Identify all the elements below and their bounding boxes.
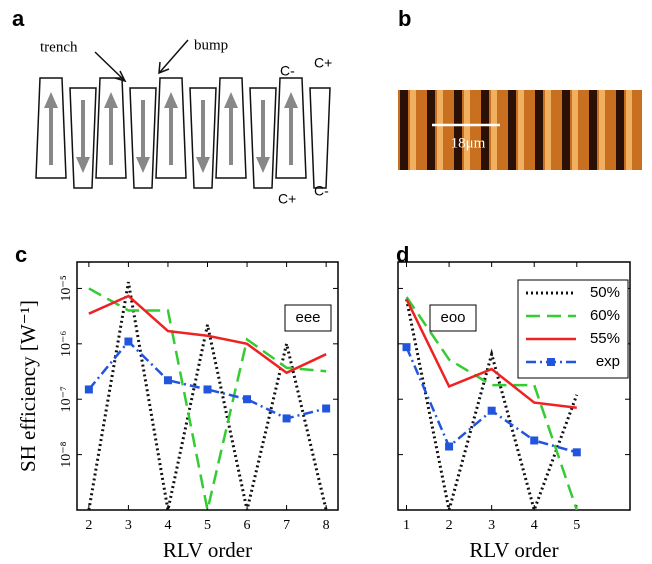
x-tick-label: 3 — [488, 518, 495, 533]
series-line — [88, 294, 327, 375]
data-point — [124, 337, 133, 346]
panel-label: c — [15, 242, 27, 267]
y-tick-label: 10⁻⁸ — [59, 441, 74, 467]
legend-swatch — [547, 358, 555, 366]
annotation: eee — [295, 309, 320, 326]
diagram-label: bump — [194, 37, 228, 53]
diagram-label: C+ — [314, 55, 332, 71]
plot-area — [84, 281, 331, 510]
data-point — [572, 448, 581, 457]
x-tick-label: 3 — [125, 518, 132, 533]
x-axis-label: RLV order — [469, 538, 558, 562]
plot-area — [402, 296, 581, 510]
series-line — [87, 339, 327, 420]
x-tick-label: 4 — [164, 518, 171, 533]
x-tick-label: 5 — [573, 518, 580, 533]
x-tick-label: 5 — [204, 518, 211, 533]
scale-bar-label: 18μm — [451, 135, 486, 151]
legend-label: 60% — [590, 307, 620, 324]
diagram-label: trench — [40, 39, 78, 55]
data-point — [445, 442, 454, 451]
legend-label: 55% — [590, 330, 620, 347]
domain-diagram — [35, 77, 331, 189]
legend-label: exp — [596, 353, 620, 370]
x-tick-label: 6 — [244, 518, 251, 533]
data-point — [203, 385, 212, 394]
y-tick-label: 10⁻⁷ — [59, 386, 74, 412]
data-point — [322, 404, 331, 413]
y-tick-label: 10⁻⁵ — [59, 275, 74, 301]
data-point — [487, 406, 496, 415]
panel-label: d — [396, 242, 409, 267]
x-tick-label: 2 — [85, 518, 92, 533]
diagram-label: C- — [280, 63, 295, 79]
pointer-arrows — [94, 39, 189, 83]
data-point — [84, 385, 93, 394]
panel-label: a — [12, 6, 25, 31]
data-point — [163, 376, 172, 385]
series-line — [405, 296, 578, 510]
series-line — [88, 287, 327, 510]
series-line — [405, 298, 579, 510]
plot-frame — [397, 261, 631, 511]
series-line — [87, 281, 328, 510]
x-tick-label: 8 — [323, 518, 330, 533]
x-axis-label: RLV order — [163, 538, 252, 562]
data-point — [530, 436, 539, 445]
diagram-label: C- — [314, 183, 329, 199]
afm-image — [398, 90, 642, 170]
annotation-box — [284, 304, 332, 332]
y-tick-label: 10⁻⁶ — [59, 331, 74, 357]
data-point — [282, 414, 291, 423]
y-axis-label: SH efficiency [W⁻¹] — [16, 300, 40, 472]
series-line — [405, 298, 577, 410]
diagram-label: C+ — [278, 191, 296, 207]
x-tick-label: 1 — [403, 518, 410, 533]
x-tick-label: 7 — [283, 518, 290, 533]
x-tick-label: 2 — [446, 518, 453, 533]
data-point — [402, 343, 411, 352]
annotation: eoo — [440, 309, 465, 326]
polarization-arrows — [44, 92, 298, 173]
x-tick-label: 4 — [531, 518, 538, 533]
legend-label: 50% — [590, 284, 620, 301]
panel-label: b — [398, 6, 411, 31]
annotation-box — [429, 304, 477, 332]
data-point — [243, 395, 252, 404]
